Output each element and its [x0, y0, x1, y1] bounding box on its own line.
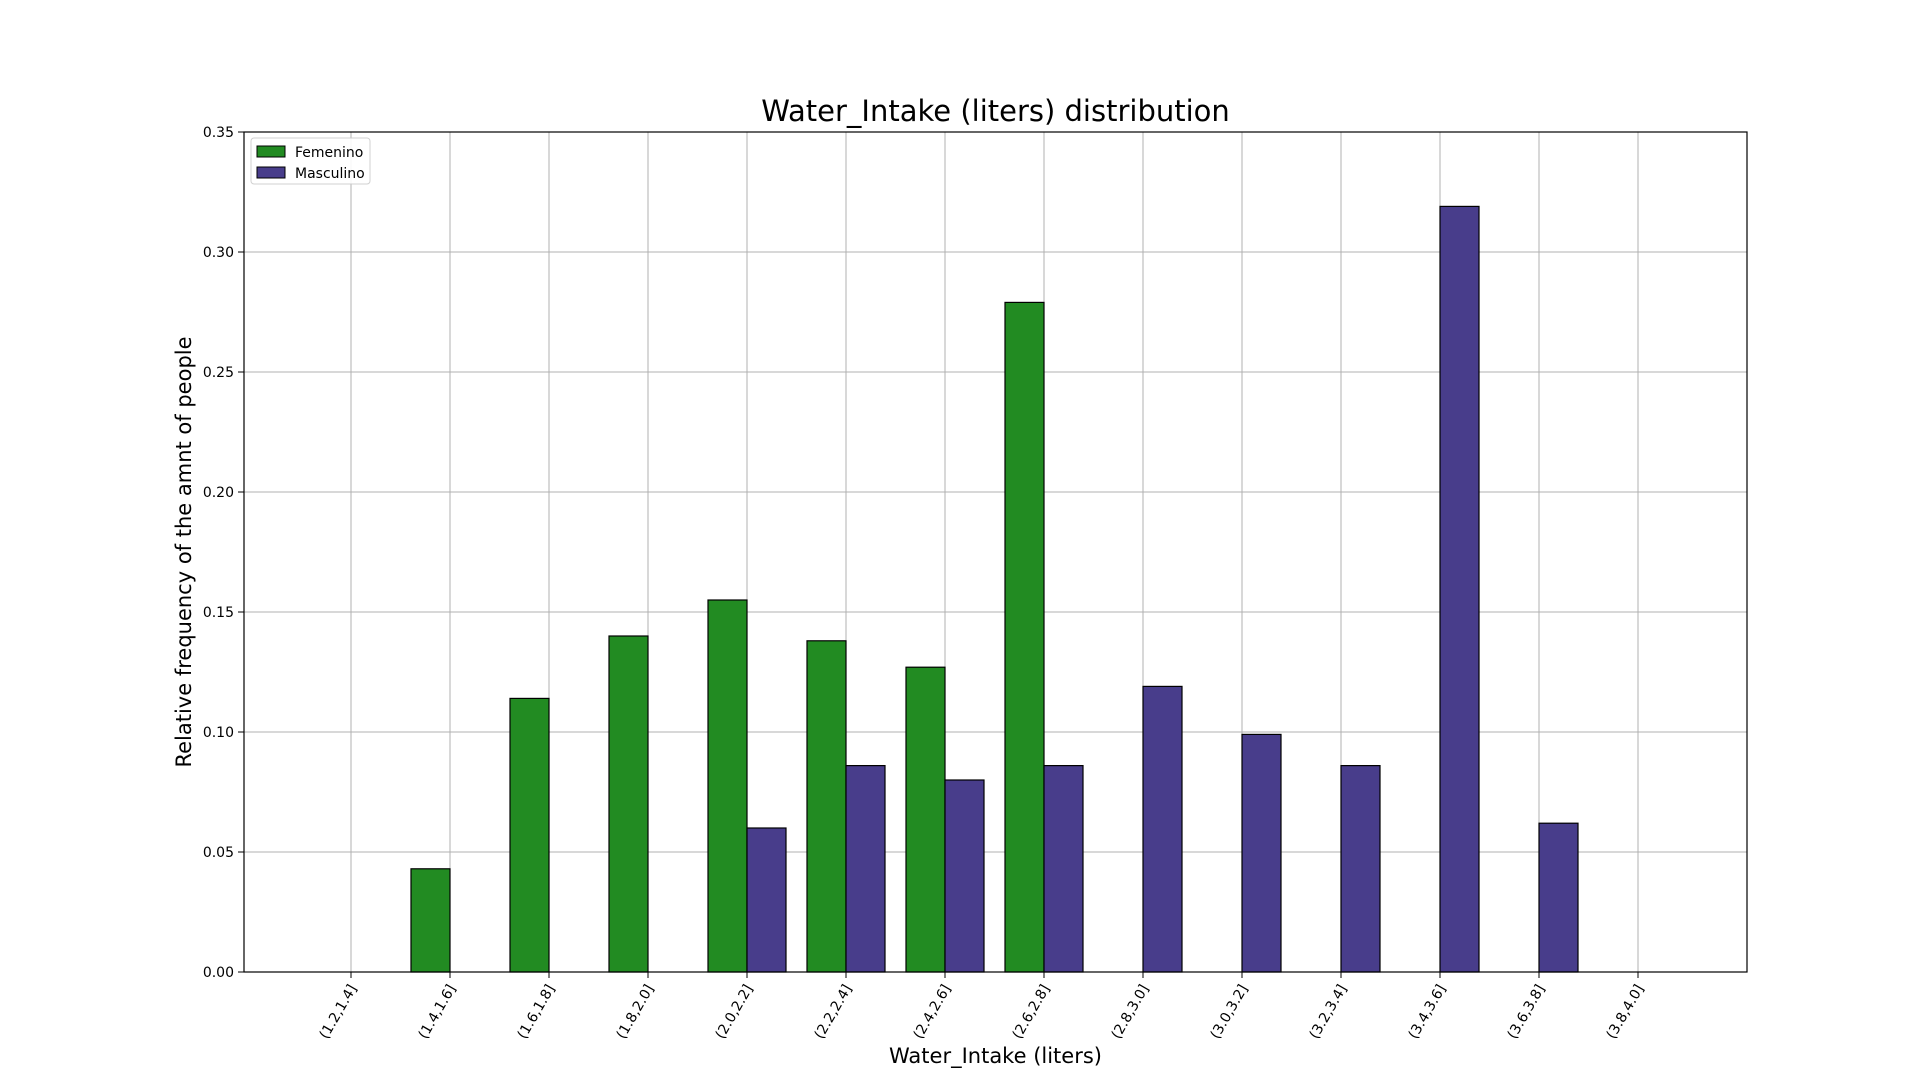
- bar-masculino-12: [1538, 822, 1579, 973]
- y-tick-label: 0.15: [203, 605, 234, 621]
- bar-masculino-8: [1142, 685, 1183, 973]
- y-tick-label: 0.20: [203, 485, 234, 501]
- x-tick-label: (2.4,2.6]: [911, 982, 955, 1042]
- axes-frame: [243, 131, 1748, 973]
- bar-femenino-2: [509, 697, 550, 973]
- bar-femenino-3: [608, 635, 649, 973]
- bar-masculino-7: [1043, 764, 1084, 973]
- y-tick-label: 0.30: [203, 245, 234, 261]
- bar-masculino-5: [845, 764, 886, 973]
- bar-femenino-4: [707, 599, 748, 973]
- x-tick-label: (1.6,1.8]: [515, 982, 559, 1042]
- x-tick-label: (2.2,2.4]: [812, 982, 856, 1042]
- bar-femenino-5: [806, 640, 847, 973]
- x-axis-label: Water_Intake (liters): [889, 1044, 1102, 1069]
- bar-femenino-6: [905, 666, 946, 973]
- x-tick-label: (1.8,2.0]: [614, 982, 658, 1042]
- bar-masculino-10: [1340, 764, 1381, 973]
- x-tick-label: (1.2,1.4]: [317, 982, 361, 1042]
- x-tick-label: (2.0,2.2]: [713, 982, 757, 1042]
- x-tick-label: (3.0,3.2]: [1208, 982, 1252, 1042]
- x-tick-label: (3.4,3.6]: [1406, 982, 1450, 1042]
- legend-swatch-femenino: [256, 145, 286, 158]
- y-axis-label: Relative frequency of the amnt of people: [172, 336, 196, 767]
- bar-masculino-4: [746, 827, 787, 973]
- bar-masculino-11: [1439, 205, 1480, 973]
- bar-masculino-6: [944, 779, 985, 973]
- y-tick-label: 0.00: [203, 965, 234, 981]
- chart-title: Water_Intake (liters) distribution: [761, 94, 1230, 128]
- legend: Femenino Masculino: [250, 137, 371, 185]
- y-tick-label: 0.25: [203, 365, 234, 381]
- bar-layer: [410, 205, 1579, 973]
- grid-layer: [244, 131, 1747, 973]
- x-tick-label: (3.8,4.0]: [1604, 982, 1648, 1042]
- legend-swatch-masculino: [256, 166, 286, 179]
- x-tick-label: (2.6,2.8]: [1010, 982, 1054, 1042]
- x-tick-label: (3.6,3.8]: [1505, 982, 1549, 1042]
- y-tick-label: 0.05: [203, 845, 234, 861]
- y-tick-label: 0.10: [203, 725, 234, 741]
- bar-femenino-7: [1004, 301, 1045, 973]
- bar-masculino-9: [1241, 733, 1282, 973]
- x-tick-label: (1.4,1.6]: [416, 982, 460, 1042]
- legend-label-masculino: Masculino: [295, 166, 365, 182]
- y-tick-label: 0.35: [203, 125, 234, 141]
- x-tick-label: (2.8,3.0]: [1109, 982, 1153, 1042]
- bar-femenino-1: [410, 868, 451, 973]
- x-tick-label: (3.2,3.4]: [1307, 982, 1351, 1042]
- legend-label-femenino: Femenino: [295, 145, 363, 161]
